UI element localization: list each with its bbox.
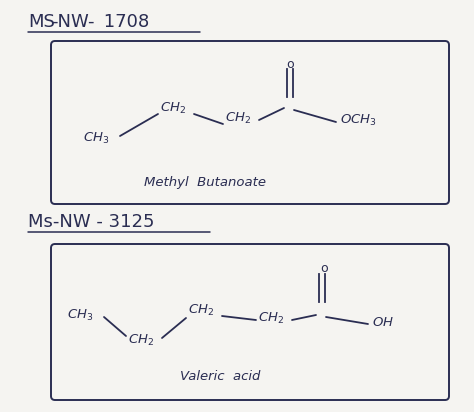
Text: 1708: 1708 (98, 13, 149, 31)
Text: $CH_3$: $CH_3$ (83, 131, 109, 145)
Text: MS: MS (28, 13, 55, 31)
Text: o: o (286, 58, 293, 70)
Text: o: o (320, 262, 328, 274)
Text: $CH_2$: $CH_2$ (160, 101, 186, 115)
Text: $OH$: $OH$ (372, 316, 394, 328)
Text: $CH_2$: $CH_2$ (225, 110, 251, 126)
Text: -NW-: -NW- (51, 13, 94, 31)
Text: $CH_3$: $CH_3$ (67, 307, 93, 323)
Text: $OCH_3$: $OCH_3$ (340, 112, 377, 128)
Text: Methyl  Butanoate: Methyl Butanoate (144, 176, 266, 189)
Text: $CH_2$: $CH_2$ (128, 332, 154, 348)
Text: Ms-NW - 3125: Ms-NW - 3125 (28, 213, 155, 231)
Text: $CH_2$: $CH_2$ (188, 302, 214, 318)
Text: Valeric  acid: Valeric acid (180, 370, 260, 382)
Text: $CH_2$: $CH_2$ (258, 311, 284, 325)
